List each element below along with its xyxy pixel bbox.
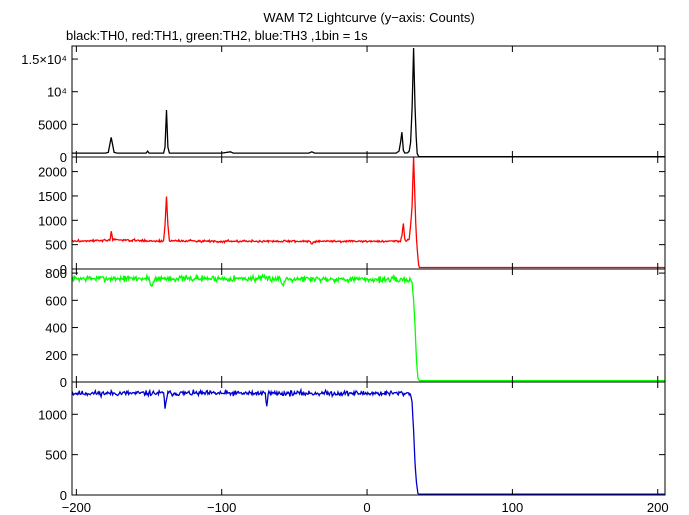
y-tick-label: 5000 <box>38 117 67 132</box>
y-tick-label: 600 <box>45 293 67 308</box>
panel-th2: 0 200 400 600 800 <box>45 266 666 390</box>
x-tick-label: 0 <box>363 500 370 515</box>
y-tick-label: 400 <box>45 321 67 336</box>
y-tick-label: 800 <box>45 266 67 281</box>
panel-th3: 0 500 1000 <box>38 381 666 503</box>
panel-frame <box>71 268 666 383</box>
y-tick-label: 0 <box>60 150 67 165</box>
panel-frame <box>71 156 666 270</box>
y-tick-label: 1000 <box>38 407 67 422</box>
x-tick-label: −200 <box>62 500 91 515</box>
y-tick-label: 500 <box>45 238 67 253</box>
x-tick-label: 100 <box>502 500 524 515</box>
y-tick-label: 10⁴ <box>47 85 67 100</box>
y-tick-label: 0 <box>60 262 67 277</box>
y-tick-label: 200 <box>45 348 67 363</box>
panel-th1: 0 500 1000 1500 2000 <box>38 156 666 277</box>
y-tick-label: 1000 <box>38 213 67 228</box>
panel-th0: 0 5000 10⁴ 1.5×10⁴ <box>21 45 666 165</box>
y-tick-label: 0 <box>60 375 67 390</box>
chart-title: WAM T2 Lightcurve (y−axis: Counts) <box>263 10 474 25</box>
series-line-th2 <box>72 273 665 382</box>
x-tick-label: 200 <box>647 500 669 515</box>
y-tick-label: 1500 <box>38 189 67 204</box>
series-line-th3 <box>72 387 665 495</box>
panel-frame <box>71 45 666 158</box>
y-tick-label: 1.5×10⁴ <box>21 52 67 67</box>
y-tick-label: 500 <box>45 448 67 463</box>
y-tick-label: 0 <box>60 488 67 503</box>
series-line-th0 <box>72 47 665 157</box>
y-tick-label: 2000 <box>38 165 67 180</box>
panel-frame <box>71 381 666 496</box>
x-tick-label: −100 <box>207 500 236 515</box>
series-line-th1 <box>72 157 665 269</box>
chart-subtitle: black:TH0, red:TH1, green:TH2, blue:TH3 … <box>66 28 368 43</box>
x-axis: −200 −100 0 100 200 <box>62 500 669 515</box>
